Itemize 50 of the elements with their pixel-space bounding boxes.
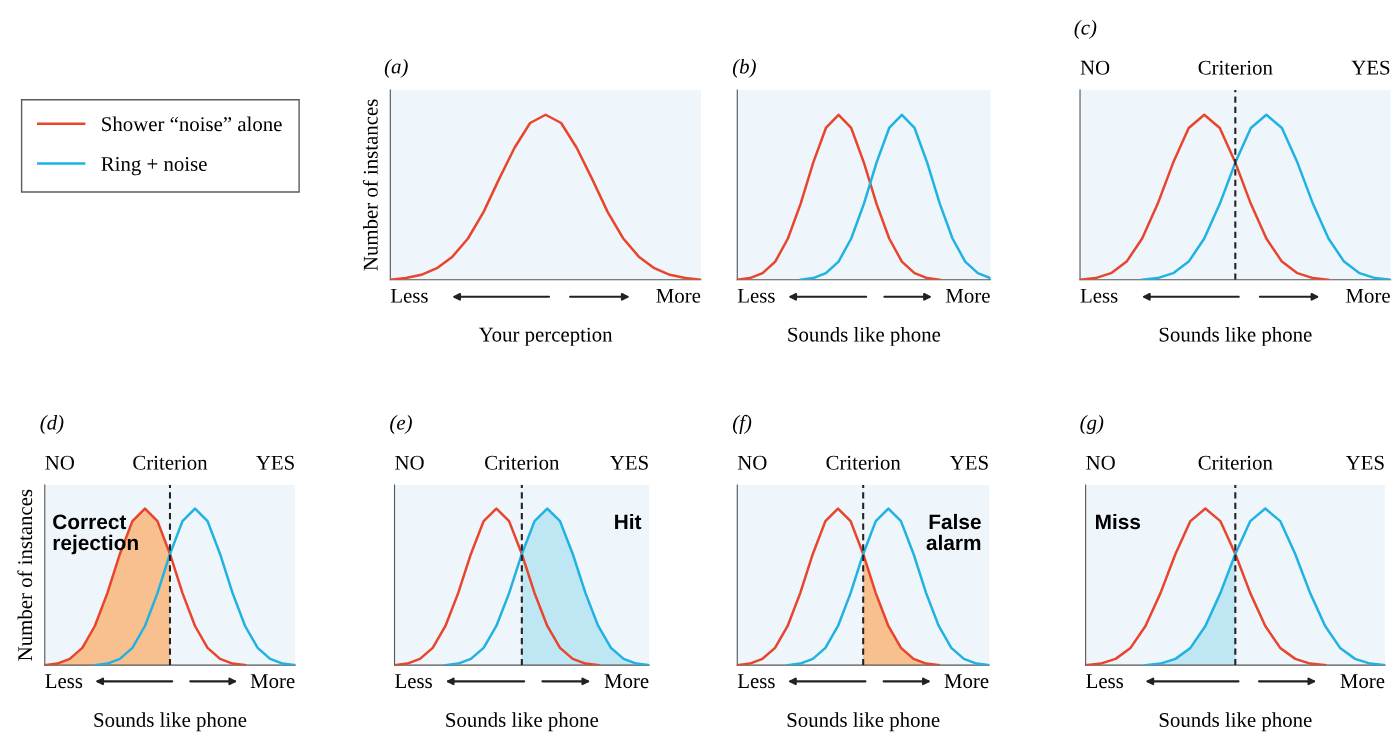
text: More — [1340, 674, 1385, 689]
text: NO — [45, 455, 74, 470]
text: Criterion — [485, 455, 560, 470]
chart-title: (a) — [384, 58, 408, 78]
chart-title: (b) — [732, 58, 756, 78]
y-axis-title: Number of instances — [17, 489, 33, 661]
x-axis-title: Sounds like phone — [446, 712, 599, 732]
chart-title: (f) — [732, 414, 752, 434]
text: Less — [395, 674, 432, 689]
text: YES — [610, 455, 648, 470]
text: More — [604, 674, 649, 689]
text: More — [250, 674, 295, 689]
chart-title: (e) — [390, 415, 412, 434]
chart-title: (d) — [40, 415, 64, 434]
text: Criterion — [1198, 455, 1273, 470]
annotation: Miss — [1096, 513, 1141, 530]
x-axis-title: Sounds like phone — [788, 326, 941, 346]
text: Less — [1086, 674, 1124, 689]
text: NO — [1086, 455, 1115, 470]
y-axis-title: Number of instances — [362, 99, 378, 271]
text: Criterion — [1198, 60, 1273, 75]
text: NO — [395, 455, 424, 470]
text: NO — [737, 455, 767, 470]
chart-title: (g) — [1080, 415, 1104, 434]
legend-label: Ring + noise — [101, 157, 207, 176]
x-axis-title: Your perception — [478, 327, 613, 346]
text: More — [944, 674, 989, 689]
annotation: Hit — [615, 513, 642, 530]
x-axis-title: Sounds like phone — [787, 712, 940, 732]
text: Less — [737, 288, 775, 303]
text: Less — [737, 674, 775, 689]
text: More — [656, 288, 701, 303]
x-axis-title: Sounds like phone — [1159, 712, 1312, 732]
text: YES — [1351, 60, 1390, 75]
text: More — [945, 288, 990, 303]
x-axis-title: Sounds like phone — [1159, 326, 1312, 346]
text: YES — [256, 455, 294, 470]
chart-title: (c) — [1074, 20, 1097, 39]
text: Criterion — [826, 455, 901, 470]
text: Criterion — [133, 455, 208, 470]
text: Less — [1080, 288, 1118, 303]
text: NO — [1080, 60, 1110, 75]
text: YES — [949, 455, 988, 470]
text: Less — [45, 674, 83, 689]
text: More — [1346, 288, 1390, 303]
text: YES — [1345, 455, 1384, 470]
annotation: False alarm — [926, 513, 981, 551]
text: Less — [390, 288, 428, 303]
legend-label: Shower “noise” alone — [102, 116, 282, 132]
x-axis-title: Sounds like phone — [94, 712, 247, 732]
